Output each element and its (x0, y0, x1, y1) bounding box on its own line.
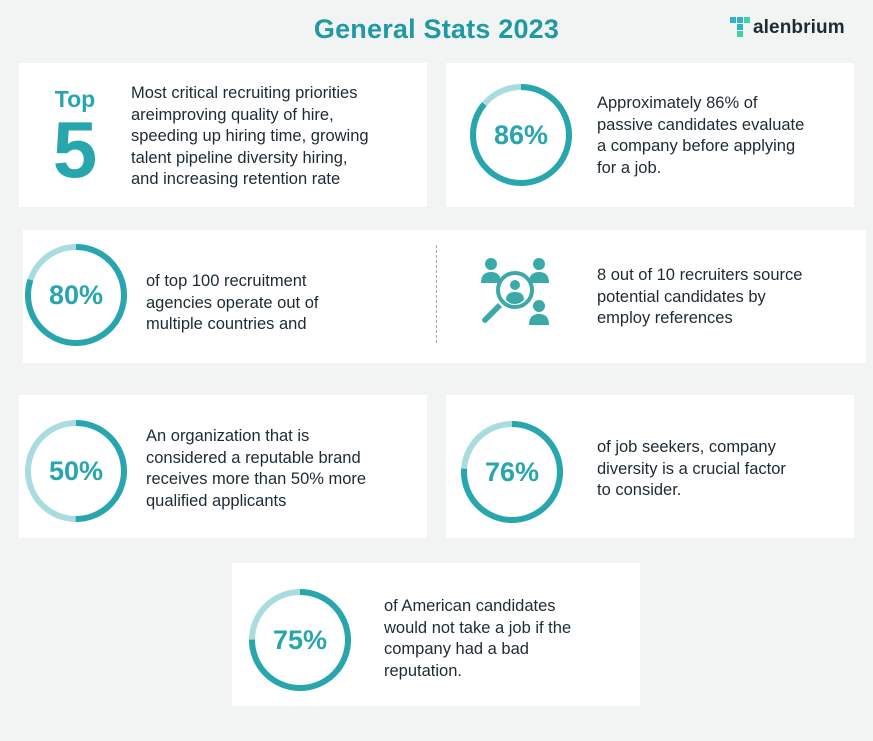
text-line: a company before applying (597, 137, 796, 155)
text-line: An organization that is (146, 427, 310, 445)
text-line: reputation. (384, 661, 462, 680)
ring-progress-arc (25, 420, 127, 522)
logo-t-icon (730, 17, 750, 37)
card-stat75 (232, 563, 640, 706)
text-line: multiple countries and (146, 315, 307, 333)
stat86-text: Approximately 86% of passive candidates … (597, 93, 847, 179)
stat75-ring: 75% (248, 588, 352, 692)
stat50-ring-svg (25, 420, 127, 522)
stat50-ring: 50% (24, 419, 128, 523)
text-line: 8 out of 10 recruiters source (597, 266, 803, 284)
brand-logo: alenbrium (730, 16, 845, 40)
stat80-ring-svg (25, 244, 127, 346)
text-line: considered a reputable brand (146, 448, 361, 467)
text-line: areimproving quality of hire, (131, 105, 334, 124)
top-label: Top (54, 86, 96, 112)
text-line: of top 100 recruitment (146, 272, 307, 290)
text-line: potential candidates by (597, 287, 766, 306)
text-line: and increasing retention rate (131, 170, 341, 188)
text-line: company had a bad (384, 640, 529, 658)
ring-progress-arc (249, 589, 351, 691)
text-line: to consider. (597, 481, 682, 499)
text-line: would not take a job if the (384, 618, 572, 637)
card-stat80-recruiters (23, 230, 866, 363)
logo-text: alenbrium (753, 17, 845, 38)
text-line: Approximately 86% of (597, 94, 758, 112)
card-top5 (19, 63, 427, 207)
stat50-percent: 50% (48, 455, 104, 486)
text-line: of American candidates (384, 597, 556, 615)
stat75-text: of American candidates would not take a … (384, 596, 634, 682)
text-line: passive candidates evaluate (597, 115, 805, 134)
stat80-ring: 80% (24, 243, 128, 347)
ring-progress-arc (25, 244, 127, 346)
stat86-ring-svg (470, 84, 572, 186)
text-line: receives more than 50% more (146, 470, 367, 488)
ring-progress-arc (461, 421, 563, 523)
stat76-ring-svg (461, 421, 563, 523)
card-stat76 (446, 395, 854, 538)
stat80-percent: 80% (48, 279, 104, 310)
stat86-ring: 86% (469, 83, 573, 187)
stat80-text: of top 100 recruitment agencies operate … (146, 271, 416, 336)
text-line: of job seekers, company (597, 438, 776, 456)
text-line: diversity is a crucial factor (597, 459, 786, 478)
card-divider (436, 245, 437, 343)
candidate-search-icon (478, 255, 554, 327)
stat76-ring: 76% (460, 420, 564, 524)
stat75-ring-svg (249, 589, 351, 691)
card-stat50 (19, 395, 427, 538)
text-line: speeding up hiring time, growing (131, 127, 369, 145)
text-line: qualified applicants (146, 491, 287, 510)
top-number: 5 (52, 105, 98, 194)
ring-progress-arc (470, 84, 572, 186)
text-line: for a job. (597, 158, 662, 177)
page-title: General Stats 2023 (313, 14, 560, 44)
top5-text: Most critical recruiting priorities arei… (131, 83, 421, 191)
stat75-percent: 75% (272, 624, 328, 655)
recruiters-text: 8 out of 10 recruiters source potential … (597, 265, 857, 330)
text-line: agencies operate out of (146, 293, 319, 312)
text-line: Most critical recruiting priorities (131, 84, 358, 102)
stat76-text: of job seekers, company diversity is a c… (597, 437, 847, 502)
stat50-text: An organization that is considered a rep… (146, 426, 416, 512)
stat76-percent: 76% (484, 456, 540, 487)
stat86-percent: 86% (493, 119, 549, 150)
text-line: employ references (597, 309, 733, 327)
text-line: talent pipeline diversity hiring, (131, 148, 348, 167)
